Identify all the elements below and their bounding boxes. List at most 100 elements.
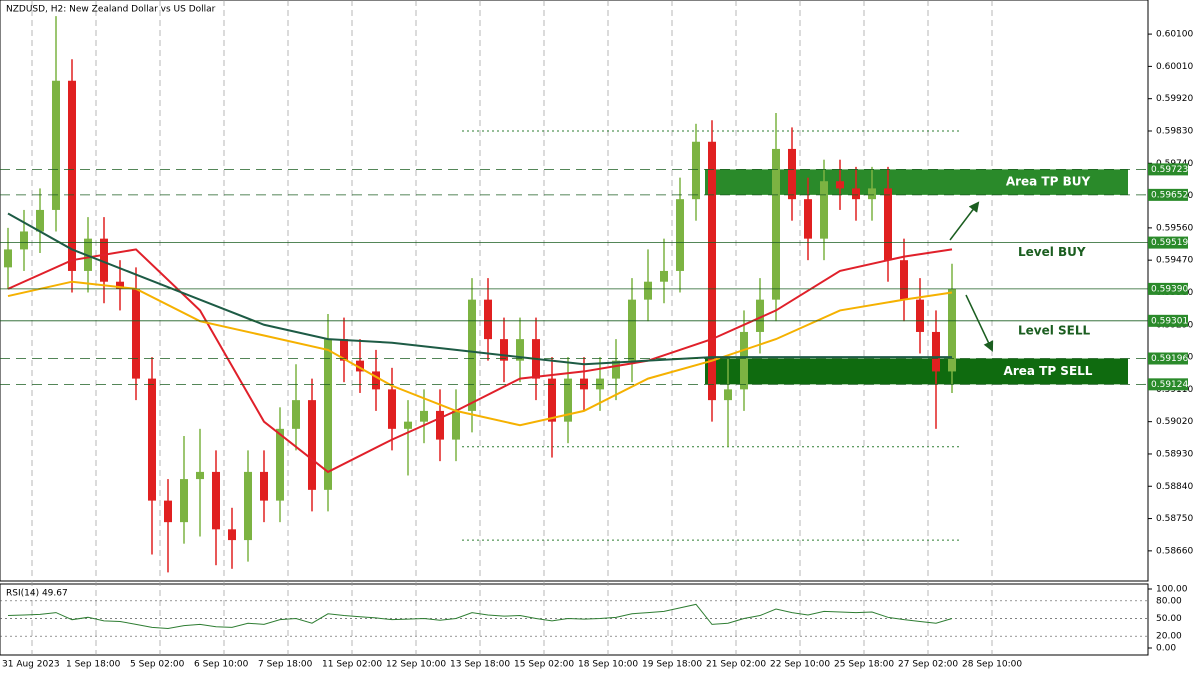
candle-body <box>372 371 380 390</box>
candle-body <box>68 80 76 271</box>
candle-body <box>388 389 396 429</box>
x-tick-label: 13 Sep 18:00 <box>450 660 510 670</box>
candle-body <box>820 181 828 239</box>
candle-body <box>548 378 556 422</box>
candle-body <box>676 199 684 271</box>
level-label: Level SELL <box>1018 323 1091 337</box>
candle-body <box>660 270 668 282</box>
y-tick-label: 0.60010 <box>1156 62 1193 72</box>
y-tick-label: 0.59920 <box>1156 94 1193 104</box>
candle-body <box>244 471 252 541</box>
zone-label: Area TP SELL <box>1004 364 1093 378</box>
candle-body <box>324 339 332 490</box>
level-tag-label: 0.59124 <box>1151 380 1188 390</box>
candle-body <box>356 360 364 372</box>
y-tick-label: 0.58840 <box>1156 482 1193 492</box>
rsi-tick-label: 20.00 <box>1156 632 1182 642</box>
candle-body <box>916 299 924 332</box>
level-tag <box>1148 282 1188 295</box>
candle-body <box>516 339 524 361</box>
y-tick-label: 0.58660 <box>1156 546 1193 556</box>
sell-arrow <box>965 294 994 352</box>
level-label: Level BUY <box>1018 245 1086 259</box>
rsi-frame <box>0 583 1149 656</box>
candle-body <box>196 471 204 480</box>
candle-body <box>452 410 460 440</box>
level-tag <box>1148 352 1188 365</box>
candle-body <box>132 288 140 379</box>
candle-body <box>740 331 748 390</box>
x-tick-label: 1 Sep 18:00 <box>66 660 121 670</box>
y-tick-label: 0.59020 <box>1156 417 1193 427</box>
candle-body <box>900 260 908 300</box>
x-tick-label: 22 Sep 10:00 <box>770 660 830 670</box>
candle-body <box>308 400 316 490</box>
buy-arrow <box>949 201 980 241</box>
candle-body <box>340 339 348 361</box>
candle-body <box>52 80 60 210</box>
x-tick-label: 6 Sep 10:00 <box>194 660 249 670</box>
level-tag-label: 0.59519 <box>1151 238 1188 248</box>
level-tag-label: 0.59723 <box>1151 165 1188 175</box>
x-tick-label: 25 Sep 18:00 <box>834 660 894 670</box>
candle-body <box>836 181 844 189</box>
candle-body <box>20 231 28 250</box>
candle-body <box>612 360 620 379</box>
x-tick-label: 7 Sep 18:00 <box>258 660 313 670</box>
candle-body <box>276 428 284 501</box>
level-tag-label: 0.59301 <box>1151 316 1188 326</box>
candle-body <box>116 281 124 289</box>
x-tick-label: 5 Sep 02:00 <box>130 660 185 670</box>
y-tick-label: 0.59830 <box>1156 126 1193 136</box>
candle-body <box>788 148 796 200</box>
rsi-tick-label: 50.00 <box>1156 614 1182 624</box>
x-tick-label: 21 Sep 02:00 <box>706 660 766 670</box>
candle-body <box>500 339 508 361</box>
rsi-tick-label: 100.00 <box>1156 585 1188 595</box>
x-tick-label: 31 Aug 2023 <box>2 660 60 670</box>
level-tag <box>1148 378 1188 391</box>
marks: Area TP BUY Area TP SELL 0.59723 0.59652 0.5… <box>0 16 1188 630</box>
candle-body <box>436 410 444 440</box>
x-tick-label: 28 Sep 10:00 <box>962 660 1022 670</box>
candle-body <box>36 209 44 232</box>
x-tick-label: 11 Sep 02:00 <box>322 660 382 670</box>
moving-average <box>7 280 953 427</box>
x-tick-label: 27 Sep 02:00 <box>898 660 958 670</box>
candle-body <box>884 188 892 261</box>
x-tick-label: 15 Sep 02:00 <box>514 660 574 670</box>
level-tag-label: 0.59390 <box>1151 284 1188 294</box>
rsi-tick-label: 0.00 <box>1156 644 1176 654</box>
rsi-label: RSI(14) 49.67 <box>6 589 68 599</box>
level-tag <box>1148 236 1188 249</box>
level-tag <box>1148 188 1188 201</box>
rsi-tick-label: 80.00 <box>1156 596 1182 606</box>
candle-body <box>484 299 492 340</box>
level-tag <box>1148 314 1188 327</box>
chart-title: NZDUSD, H2: New Zealand Dollar vs US Dol… <box>6 5 216 15</box>
candle-body <box>708 141 716 401</box>
candle-body <box>228 529 236 541</box>
candle-body <box>180 479 188 523</box>
level-tag-label: 0.59652 <box>1151 190 1188 200</box>
candle-body <box>932 331 940 372</box>
candle-body <box>852 188 860 200</box>
candle-body <box>212 471 220 530</box>
candle-body <box>724 389 732 401</box>
candle-body <box>868 188 876 200</box>
candle-body <box>420 410 428 422</box>
x-tick-label: 18 Sep 10:00 <box>578 660 638 670</box>
level-tag <box>1148 163 1188 176</box>
candle-body <box>292 400 300 429</box>
moving-average <box>7 248 953 474</box>
candle-body <box>164 500 172 523</box>
candle-body <box>692 141 700 200</box>
y-tick-label: 0.59470 <box>1156 256 1193 266</box>
y-tick-label: 0.60100 <box>1156 30 1193 40</box>
candle-body <box>804 199 812 239</box>
x-tick-label: 19 Sep 18:00 <box>642 660 702 670</box>
y-tick-label: 0.59560 <box>1156 223 1193 233</box>
candle-body <box>260 471 268 501</box>
